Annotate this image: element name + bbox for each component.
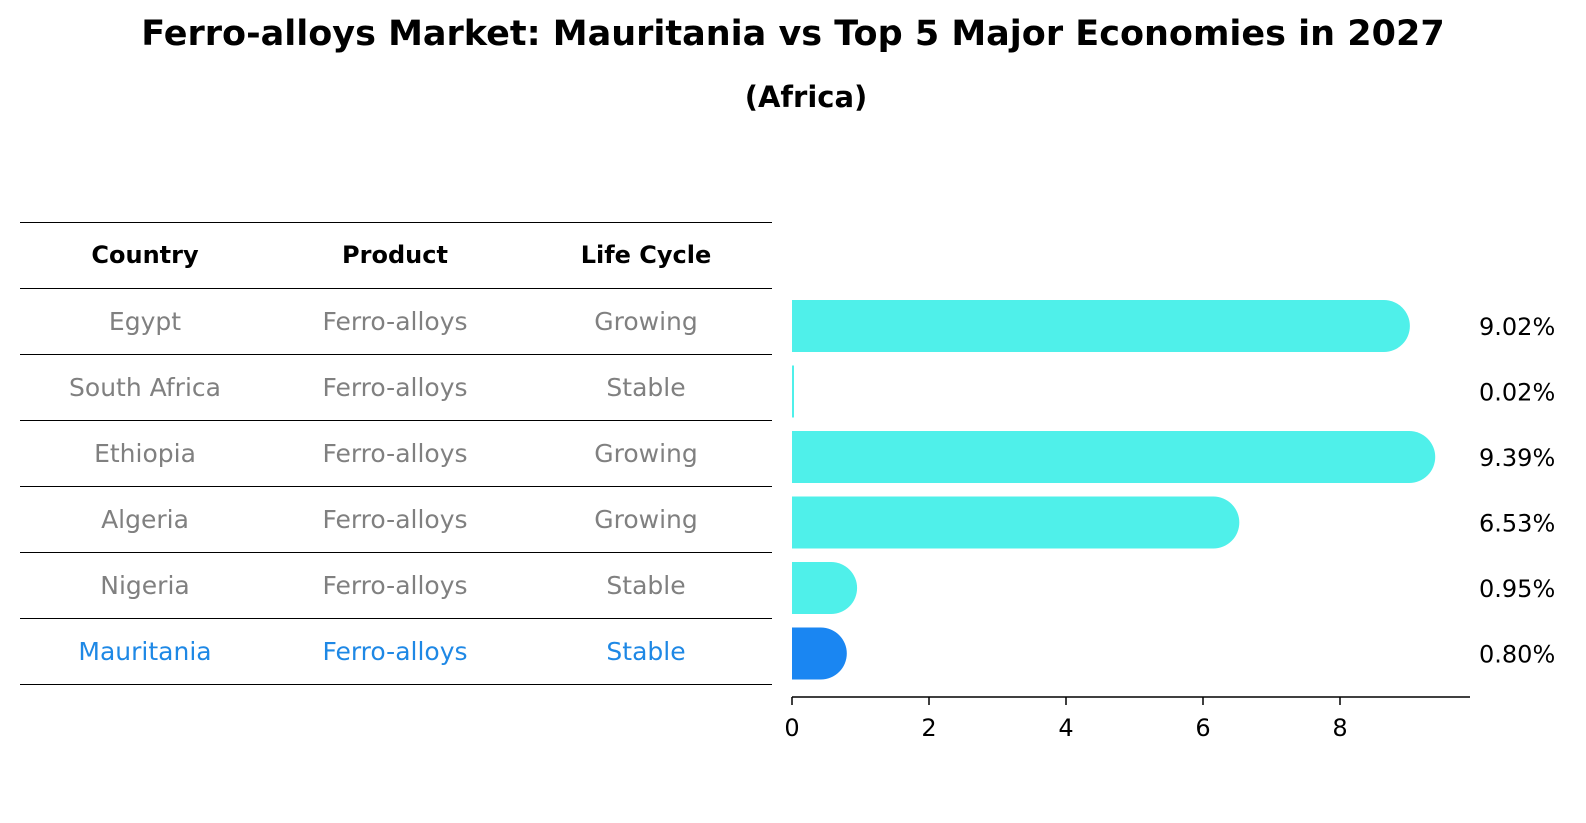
table-row: Algeria Ferro-alloys Growing: [20, 487, 772, 553]
chart-title: Ferro-alloys Market: Mauritania vs Top 5…: [141, 14, 1445, 54]
bar-south-africa: [792, 365, 794, 418]
cell-life-cycle: Stable: [606, 637, 686, 666]
cell-life-cycle: Growing: [594, 439, 698, 468]
cell-product: Ferro-alloys: [322, 373, 468, 402]
data-table: Country Product Life Cycle Egypt Ferro-a…: [20, 222, 772, 685]
bar-mauritania: [792, 627, 847, 680]
table-row-highlight: Mauritania Ferro-alloys Stable: [20, 619, 772, 685]
bar-value-label: 0.80%: [1479, 641, 1555, 669]
bar-ethiopia: [792, 431, 1436, 483]
cell-country: South Africa: [69, 373, 221, 402]
bar-value-label: 0.95%: [1479, 575, 1555, 603]
x-tick-label: 0: [784, 714, 799, 742]
cell-life-cycle: Growing: [594, 505, 698, 534]
cell-life-cycle: Growing: [594, 307, 698, 336]
x-tick-label: 4: [1058, 714, 1073, 742]
table-row: Egypt Ferro-alloys Growing: [20, 289, 772, 355]
bar-algeria: [792, 496, 1240, 549]
cell-product: Ferro-alloys: [322, 637, 468, 666]
bar-value-label: 6.53%: [1479, 510, 1555, 538]
chart-subtitle: (Africa): [744, 80, 868, 114]
cell-country: Algeria: [101, 505, 189, 534]
table-row: Ethiopia Ferro-alloys Growing: [20, 421, 772, 487]
table-row: Nigeria Ferro-alloys Stable: [20, 553, 772, 619]
cell-country: Nigeria: [100, 571, 190, 600]
cell-product: Ferro-alloys: [322, 307, 468, 336]
table-row: South Africa Ferro-alloys Stable: [20, 355, 772, 421]
bar-value-label: 9.39%: [1479, 444, 1555, 472]
x-tick-label: 2: [921, 714, 936, 742]
header-product: Product: [342, 241, 448, 269]
cell-product: Ferro-alloys: [322, 571, 468, 600]
bar-value-label: 9.02%: [1479, 313, 1555, 341]
bar-value-label: 0.02%: [1479, 379, 1555, 407]
cell-product: Ferro-alloys: [322, 505, 468, 534]
x-tick-label: 6: [1195, 714, 1210, 742]
table-header-row: Country Product Life Cycle: [20, 222, 772, 289]
bar-egypt: [792, 300, 1410, 352]
header-life-cycle: Life Cycle: [580, 241, 712, 269]
x-tick-label: 8: [1332, 714, 1347, 742]
cell-product: Ferro-alloys: [322, 439, 468, 468]
cell-country: Mauritania: [78, 637, 212, 666]
header-country: Country: [91, 241, 199, 269]
cell-life-cycle: Stable: [606, 571, 686, 600]
cell-country: Egypt: [108, 307, 182, 336]
bar-nigeria: [792, 562, 858, 614]
cell-country: Ethiopia: [94, 439, 196, 468]
cell-life-cycle: Stable: [606, 373, 686, 402]
